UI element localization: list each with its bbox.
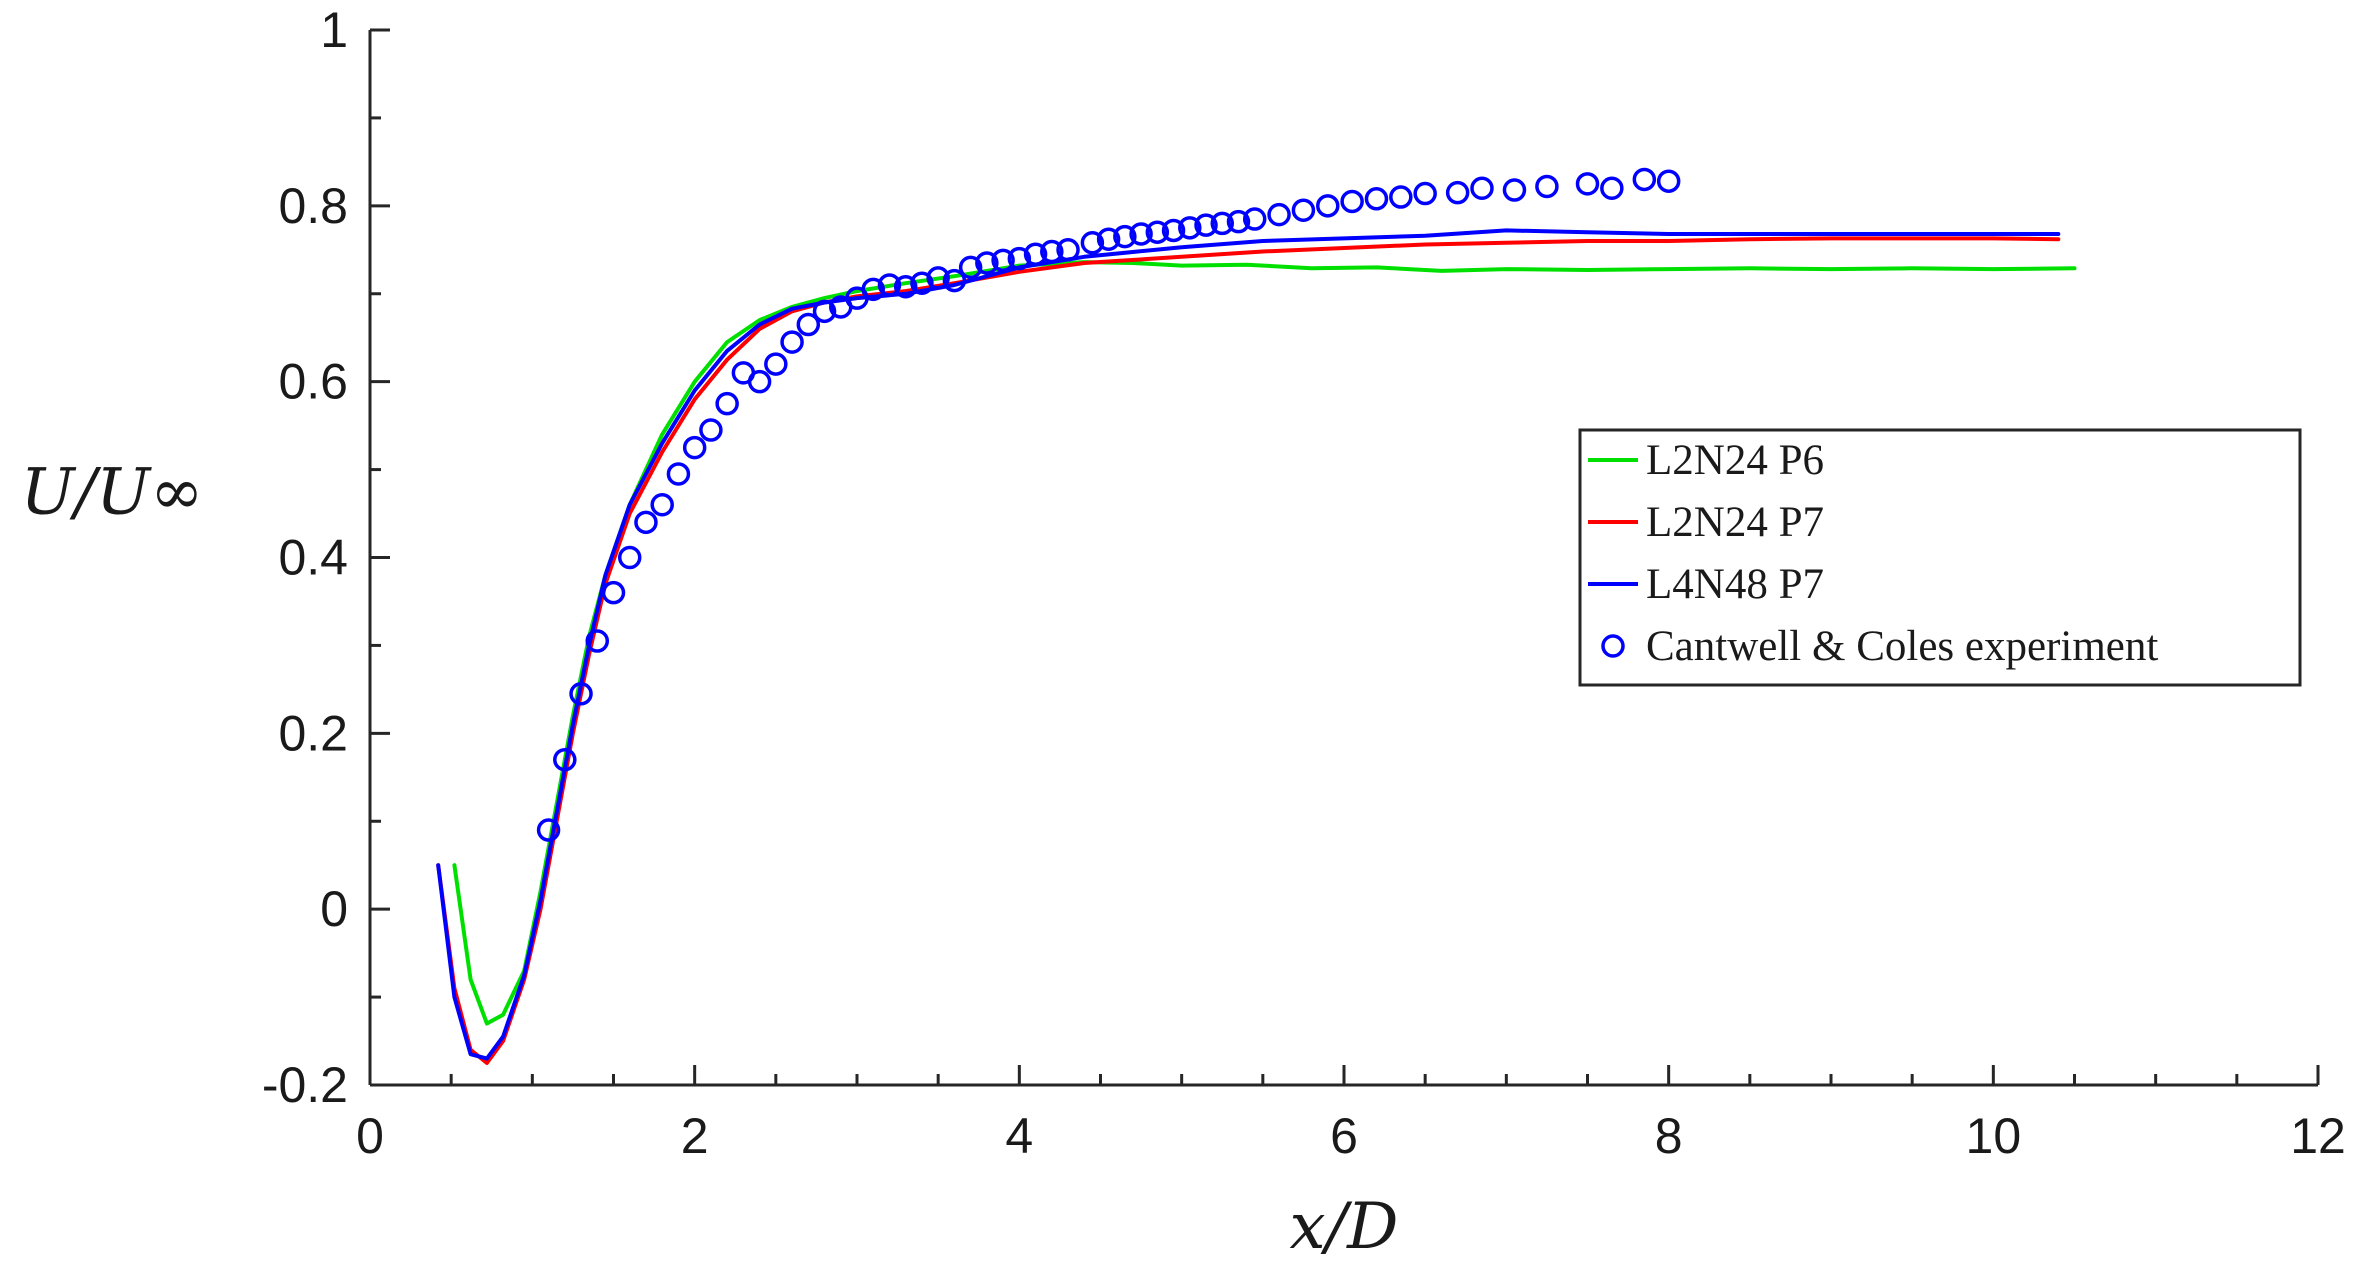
x-tick-label: 6 — [1330, 1108, 1358, 1164]
data-point-marker — [553, 747, 577, 772]
data-point-marker — [991, 248, 1015, 273]
data-point-marker — [958, 255, 983, 280]
x-tick-label: 12 — [2290, 1108, 2346, 1164]
data-point-marker — [666, 462, 691, 486]
data-point-marker — [1364, 187, 1389, 211]
x-axis-title: x/D — [1290, 1190, 1399, 1264]
data-point-marker — [1389, 185, 1413, 209]
legend-marker-swatch — [1601, 634, 1625, 658]
data-point-marker — [1575, 172, 1600, 196]
data-point-marker — [1226, 209, 1251, 234]
data-point-marker — [861, 277, 885, 302]
data-point-marker — [682, 435, 707, 460]
data-point-marker — [650, 493, 674, 517]
data-point-marker — [1007, 246, 1032, 271]
data-point-marker — [1194, 213, 1218, 237]
data-point-marker — [634, 510, 658, 535]
y-tick-label: 0.6 — [278, 354, 348, 410]
legend-entry-label: Cantwell & Coles experiment — [1646, 623, 2158, 670]
data-point-marker — [601, 580, 626, 605]
axes: 0 2 4 6 8 10 12-0.200.20.40.60.81 — [262, 2, 2346, 1164]
data-point-marker — [715, 391, 739, 416]
data-point-marker — [1242, 207, 1267, 231]
data-point-marker — [942, 268, 967, 293]
data-point-marker — [1129, 222, 1153, 246]
data-point-marker — [1145, 220, 1170, 244]
data-point-marker — [747, 369, 772, 394]
legend-entry-label: L2N24 P6 — [1646, 437, 1824, 484]
y-tick-label: 0.4 — [278, 530, 348, 586]
x-tick-label: 10 — [1966, 1108, 2022, 1164]
legend: L2N24 P6 L2N24 P7 L4N48 P7 Cantwell & Coles… — [1578, 428, 2302, 687]
data-point-marker — [1316, 194, 1340, 218]
y-tick-label: 0.2 — [278, 705, 348, 761]
axis-labels: x/D U/U∞ — [21, 456, 1399, 1264]
data-point-marker — [926, 266, 950, 290]
data-point-marker — [1340, 189, 1364, 214]
data-point-marker — [877, 273, 902, 297]
legend-entry-label: L4N48 P7 — [1646, 561, 1824, 608]
legend-box — [1578, 428, 2302, 687]
data-point-marker — [1413, 181, 1437, 206]
data-point-marker — [617, 545, 642, 570]
data-point-marker — [1470, 176, 1494, 200]
y-tick-label: 0.8 — [278, 178, 348, 234]
data-point-marker — [1656, 169, 1681, 193]
y-tick-label: 1 — [320, 2, 348, 58]
data-point-marker — [1210, 211, 1234, 236]
data-point-marker — [536, 818, 561, 842]
data-point-marker — [893, 274, 918, 299]
data-point-marker — [699, 418, 723, 442]
data-point-marker — [569, 682, 593, 706]
data-point-marker — [1040, 239, 1064, 264]
data-point-marker — [585, 629, 610, 653]
data-point-marker — [1267, 202, 1291, 227]
x-tick-label: 2 — [681, 1108, 709, 1164]
data-point-marker — [780, 330, 804, 354]
data-point-marker — [1600, 176, 1624, 200]
data-point-marker — [1161, 218, 1186, 243]
data-point-marker — [1096, 227, 1121, 251]
data-point-marker — [1113, 224, 1137, 249]
x-tick-label: 0 — [356, 1108, 384, 1164]
data-point-marker — [764, 352, 788, 376]
y-tick-label: 0 — [320, 881, 348, 937]
data-point-marker — [812, 299, 837, 324]
data-point-marker — [1291, 198, 1316, 222]
y-axis-title: U/U∞ — [21, 456, 204, 530]
data-point-marker — [1445, 180, 1470, 205]
data-point-marker — [796, 312, 821, 337]
data-point-marker — [1056, 238, 1080, 262]
data-point-marker — [1023, 242, 1048, 266]
plot-area — [436, 167, 2077, 1065]
x-tick-label: 4 — [1005, 1108, 1033, 1164]
data-point-marker — [1535, 174, 1559, 199]
data-point-marker — [910, 271, 934, 295]
x-tick-label: 8 — [1655, 1108, 1683, 1164]
data-point-marker — [1632, 167, 1657, 192]
data-point-marker — [1502, 178, 1527, 202]
y-tick-label: -0.2 — [262, 1057, 348, 1113]
data-point-marker — [975, 251, 999, 275]
data-point-marker — [1178, 216, 1202, 240]
legend-entry-label: L2N24 P7 — [1646, 499, 1824, 546]
data-point-marker — [1080, 231, 1105, 255]
